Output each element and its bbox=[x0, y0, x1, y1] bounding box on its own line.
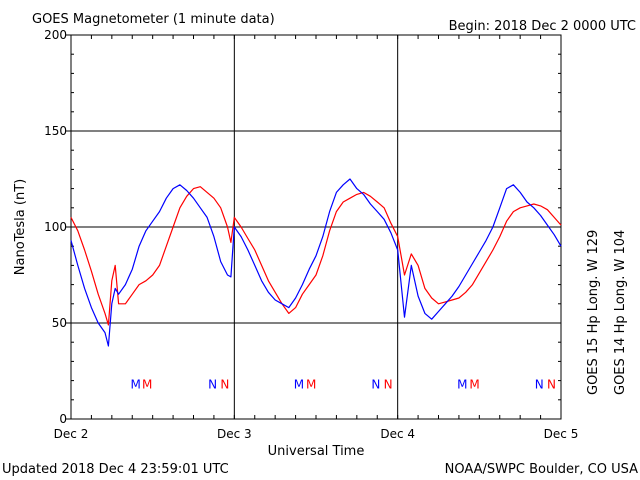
y-tick-label: 100 bbox=[44, 220, 67, 234]
marker-M: M bbox=[457, 377, 467, 391]
series-line-0 bbox=[70, 186, 562, 326]
x-axis-ticks: Dec 2 Dec 3 Dec 4 Dec 5 bbox=[54, 35, 579, 441]
marker-N: N bbox=[384, 377, 393, 391]
y-tick-label: 50 bbox=[52, 316, 67, 330]
x-tick-label: Dec 2 bbox=[54, 427, 89, 441]
y-axis-ticks: 0 50 100 150 200 bbox=[44, 28, 561, 426]
y-tick-label: 0 bbox=[59, 412, 67, 426]
data-series bbox=[70, 178, 562, 347]
x-axis-label: Universal Time bbox=[268, 444, 365, 459]
marker-N: N bbox=[535, 377, 544, 391]
y-tick-label: 150 bbox=[44, 124, 67, 138]
begin-time: Begin: 2018 Dec 2 0000 UTC bbox=[449, 19, 636, 34]
y-axis-label: NanoTesla (nT) bbox=[13, 179, 28, 275]
legend-goes14: GOES 14 Hp Long. W 104 bbox=[613, 230, 628, 395]
marker-M: M bbox=[130, 377, 140, 391]
x-tick-label: Dec 3 bbox=[217, 427, 252, 441]
x-tick-label: Dec 4 bbox=[380, 427, 415, 441]
marker-N: N bbox=[547, 377, 556, 391]
marker-M: M bbox=[469, 377, 479, 391]
marker-M: M bbox=[306, 377, 316, 391]
marker-M: M bbox=[294, 377, 304, 391]
updated-time: Updated 2018 Dec 4 23:59:01 UTC bbox=[2, 462, 229, 477]
marker-N: N bbox=[371, 377, 380, 391]
credit: NOAA/SWPC Boulder, CO USA bbox=[445, 462, 638, 477]
marker-N: N bbox=[220, 377, 229, 391]
x-tick-label: Dec 5 bbox=[544, 427, 579, 441]
marker-N: N bbox=[208, 377, 217, 391]
y-tick-label: 200 bbox=[44, 28, 67, 42]
legend-goes15: GOES 15 Hp Long. W 129 bbox=[586, 230, 601, 395]
chart-title: GOES Magnetometer (1 minute data) bbox=[32, 12, 275, 27]
marker-M: M bbox=[142, 377, 152, 391]
series-line-1 bbox=[70, 178, 562, 347]
grid-lines bbox=[71, 35, 561, 419]
